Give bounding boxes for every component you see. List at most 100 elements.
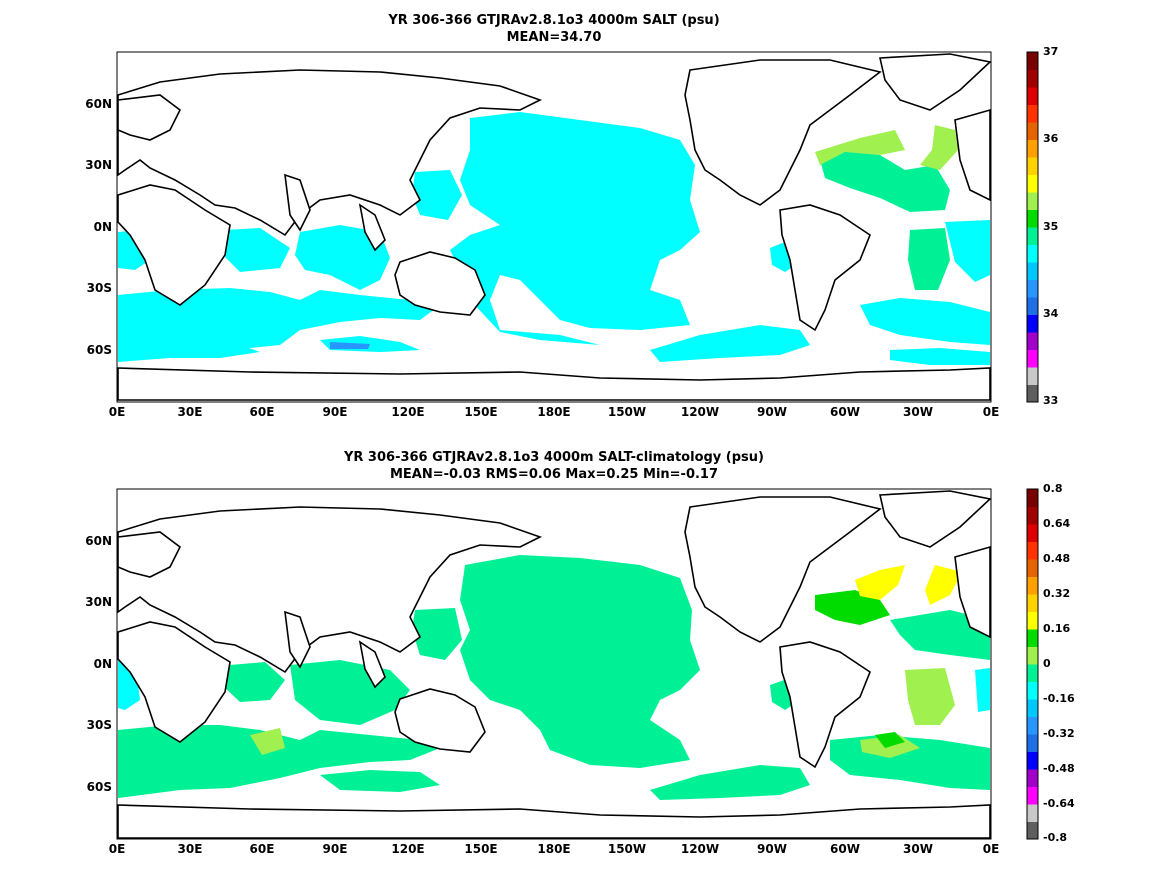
coast-africa [117, 621, 231, 743]
lon-label: 120E [391, 405, 425, 419]
colorbar-swatch [1027, 139, 1038, 158]
field-region [920, 125, 958, 170]
colorbar-swatch [1027, 52, 1038, 70]
coast-europe [117, 94, 182, 141]
field-region [450, 112, 700, 345]
colorbar-swatch [1027, 699, 1038, 717]
coast-atlantic-europe [954, 545, 991, 639]
colorbar-swatch [1027, 384, 1038, 403]
colorbar-label: 0.48 [1043, 552, 1071, 565]
colorbar-swatch [1027, 524, 1038, 542]
coast-antarctica [117, 804, 991, 839]
lon-label: 120W [680, 842, 720, 856]
field-region [118, 725, 440, 798]
field-region [290, 660, 410, 725]
colorbar-label: 36 [1043, 132, 1059, 145]
lon-label: 90E [322, 842, 348, 856]
colorbar-swatch [1027, 227, 1038, 245]
colorbar-label: 0.64 [1043, 517, 1071, 530]
lon-label: 60W [830, 842, 860, 856]
lon-label: 90W [757, 405, 787, 419]
colorbar [1027, 52, 1038, 403]
lat-label: 60S [86, 343, 112, 357]
field-region [945, 220, 990, 282]
colorbar-label: 0.32 [1043, 587, 1071, 600]
field-region [320, 770, 440, 792]
colorbar-swatch [1027, 716, 1038, 735]
colorbar-swatch [1027, 314, 1038, 333]
lon-label: 150E [464, 842, 498, 856]
colorbar-swatch [1027, 576, 1038, 595]
colorbar-label: -0.48 [1043, 762, 1075, 775]
field-region [460, 555, 700, 768]
coastlines [117, 53, 992, 401]
coast-africa [117, 184, 231, 306]
coastlines [117, 490, 992, 839]
panel-title: YR 306-366 GTJRAv2.8.1o3 4000m SALT-clim… [117, 449, 991, 483]
colorbar-swatch [1027, 192, 1038, 210]
coast-seasia [358, 203, 386, 252]
coast-europe [117, 531, 182, 578]
map-plot [116, 51, 1039, 403]
lon-label: 90W [757, 842, 787, 856]
colorbar-swatch [1027, 629, 1038, 647]
lat-label: 30N [85, 158, 112, 172]
colorbar-label: -0.64 [1043, 797, 1075, 810]
coast-india [284, 610, 311, 669]
map-plot [116, 488, 1039, 840]
lon-label: 0E [982, 405, 1000, 419]
lon-label: 120W [680, 405, 720, 419]
colorbar-label: 0.8 [1043, 482, 1063, 495]
field-region [890, 348, 990, 365]
coast-india [284, 173, 311, 232]
field-region [855, 565, 905, 600]
lat-label: 60N [85, 97, 112, 111]
coast-australia [394, 688, 486, 753]
colorbar-swatch [1027, 681, 1038, 700]
lat-label: 0N [93, 220, 112, 234]
colorbar-swatch [1027, 209, 1038, 228]
field-region [875, 732, 905, 748]
colorbar-swatch [1027, 664, 1038, 682]
mean-line: MEAN=34.70 [506, 30, 602, 45]
lon-label: 30E [177, 842, 203, 856]
field-region [815, 590, 890, 625]
field-region [330, 342, 370, 349]
colorbar-swatch [1027, 804, 1038, 822]
colorbar-frame [1026, 51, 1039, 403]
field-region [650, 325, 810, 362]
field-region [908, 228, 950, 290]
lon-label: 90E [322, 405, 348, 419]
lat-label: 30N [85, 595, 112, 609]
colorbar-label: 35 [1043, 220, 1059, 233]
title-line: YR 306-366 GTJRAv2.8.1o3 4000m SALT (psu… [388, 13, 720, 28]
colorbar-swatch [1027, 734, 1038, 752]
colorbar-swatch [1027, 506, 1038, 525]
coast-seasia [358, 640, 386, 689]
lon-label: 60E [249, 842, 275, 856]
coast-north-america [684, 496, 882, 643]
lon-label: 180E [537, 842, 571, 856]
stats-line: MEAN=-0.03 RMS=0.06 Max=0.25 Min=-0.17 [389, 467, 719, 482]
colorbar-swatch [1027, 646, 1038, 665]
colorbar-swatch [1027, 751, 1038, 770]
lon-label: 0E [108, 405, 126, 419]
colorbar-swatch [1027, 279, 1038, 298]
field-region [820, 150, 950, 212]
colorbar-swatch [1027, 297, 1038, 315]
field-region [905, 668, 955, 725]
field-region [118, 340, 260, 362]
colorbar-label: -0.32 [1043, 727, 1075, 740]
colorbar-swatch [1027, 541, 1038, 560]
salinity-panel: YR 306-366 GTJRAv2.8.1o3 4000m SALT (psu… [0, 0, 1167, 437]
colorbar-label: 34 [1043, 307, 1059, 320]
colorbar-swatch [1027, 821, 1038, 840]
lat-label: 0N [93, 657, 112, 671]
coast-south-america [779, 641, 871, 769]
lon-label: 30W [903, 405, 933, 419]
coast-antarctica [117, 367, 991, 401]
anomaly-panel: YR 306-366 GTJRAv2.8.1o3 4000m SALT-clim… [0, 437, 1167, 875]
lon-label: 150W [607, 405, 647, 419]
plot-frame [116, 51, 992, 403]
colorbar-swatch [1027, 367, 1038, 385]
